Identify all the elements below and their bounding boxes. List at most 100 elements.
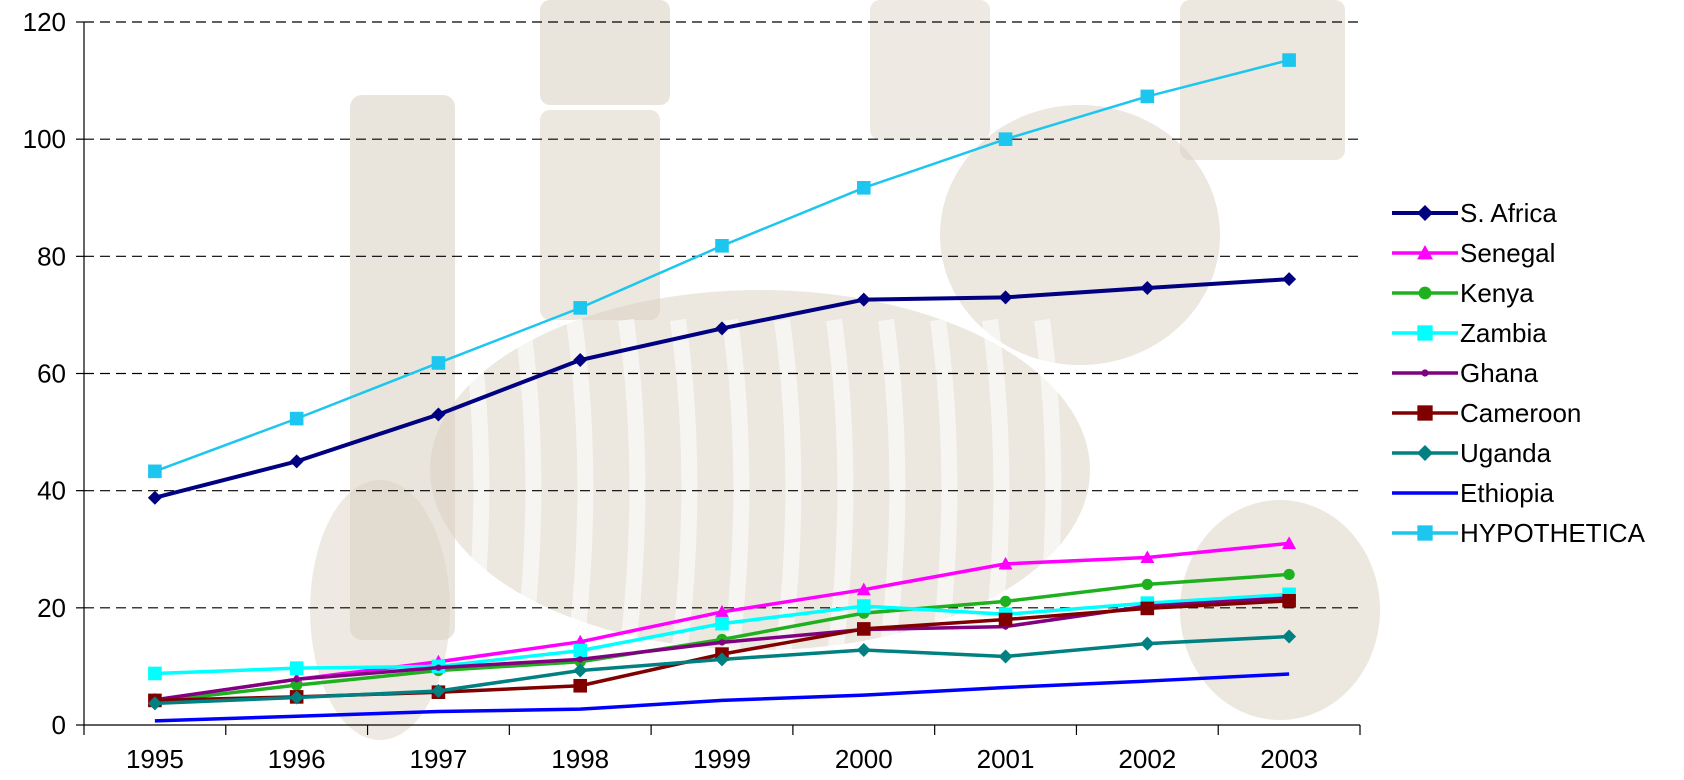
data-point-hypothetica	[289, 411, 304, 426]
data-point-uganda	[573, 663, 588, 678]
data-point-uganda	[715, 652, 729, 667]
bg-panel	[350, 95, 455, 640]
series-hypothetica	[148, 53, 1296, 479]
legend-item-uganda: Uganda	[1392, 438, 1552, 468]
legend-label: Ghana	[1460, 358, 1539, 388]
data-point-s-africa	[856, 292, 871, 307]
series-s-africa	[147, 272, 1297, 505]
data-point-ghana	[718, 639, 726, 646]
y-tick-label: 80	[37, 241, 66, 271]
data-point-senegal	[998, 556, 1013, 570]
bg-zebra-stripe	[977, 318, 1010, 702]
data-point-kenya	[1141, 578, 1153, 591]
series-ethiopia	[154, 672, 1290, 723]
data-point-s-africa	[573, 353, 588, 368]
x-tick-label: 1999	[693, 744, 751, 774]
data-point-zambia	[856, 599, 871, 613]
bg-zebra-stripe	[873, 318, 906, 702]
data-point-hypothetica	[573, 301, 588, 315]
data-point-uganda	[1140, 636, 1155, 651]
bg-shield	[940, 105, 1220, 365]
data-point-s-africa	[289, 454, 304, 469]
axes: 0 20 40 60 80 100 120 1995 1996 1997 1998 1999 2000 2…	[23, 7, 1361, 774]
data-point-ghana	[293, 676, 300, 683]
legend-item-hypothetica: HYPOTHETICA	[1392, 518, 1646, 548]
data-point-cameroon	[998, 612, 1013, 627]
legend-item-cameroon: Cameroon	[1392, 398, 1581, 428]
x-tick-label: 1998	[551, 744, 609, 774]
data-point-hypothetica	[148, 464, 162, 479]
data-point-senegal	[856, 582, 871, 596]
bg-zebra-stripe	[717, 318, 750, 702]
bg-panel	[1180, 0, 1345, 160]
series-uganda	[147, 629, 1297, 711]
x-tick-label: 2003	[1260, 744, 1318, 774]
y-tick-label: 20	[37, 593, 66, 623]
data-point-zambia	[715, 616, 729, 631]
data-point-cameroon	[1282, 594, 1296, 608]
legend-marker	[1417, 405, 1433, 421]
legend-item-senegal: Senegal	[1392, 238, 1555, 268]
legend-marker	[1417, 525, 1433, 541]
legend-label: Kenya	[1460, 278, 1534, 308]
data-point-s-africa	[1282, 272, 1297, 287]
y-tick-label: 120	[23, 7, 66, 37]
data-point-zambia	[148, 666, 162, 681]
x-tick-label: 1996	[268, 744, 326, 774]
legend-marker	[1417, 205, 1433, 221]
legend-marker	[1417, 445, 1433, 461]
legend-item-ghana: Ghana	[1392, 358, 1539, 388]
series-layer	[147, 53, 1297, 723]
data-point-cameroon	[573, 678, 588, 693]
data-point-s-africa	[1140, 280, 1155, 295]
legend-item-s-africa: S. Africa	[1392, 198, 1557, 228]
data-point-kenya	[291, 679, 303, 691]
legend-label: S. Africa	[1460, 198, 1557, 228]
legend-label: Cameroon	[1460, 398, 1581, 428]
background-illustration	[310, 0, 1380, 740]
bg-zebra-body	[430, 290, 1090, 650]
data-point-uganda	[289, 690, 304, 705]
x-tick-label: 1997	[410, 744, 468, 774]
legend-marker	[1421, 369, 1429, 377]
bg-vessel	[1180, 500, 1380, 720]
data-point-uganda	[1282, 629, 1297, 644]
legend-label: Ethiopia	[1460, 478, 1554, 508]
y-tick-label: 100	[23, 124, 66, 154]
bg-zebra-stripe	[613, 318, 646, 702]
data-point-hypothetica	[715, 238, 729, 253]
data-point-zambia	[289, 661, 304, 675]
bg-panel	[540, 0, 670, 105]
data-point-ghana	[435, 664, 442, 671]
data-point-hypothetica	[856, 180, 871, 195]
legend-label: Senegal	[1460, 238, 1555, 268]
data-point-uganda	[856, 643, 871, 658]
data-point-hypothetica	[1282, 53, 1296, 67]
bg-zebra-stripe	[925, 318, 958, 702]
data-point-senegal	[1282, 536, 1297, 549]
legend: S. Africa Senegal Kenya Zambia Ghana Cameroon…	[1392, 198, 1646, 548]
bg-zebra-stripe	[1029, 318, 1062, 702]
data-point-hypothetica	[431, 356, 446, 370]
data-point-uganda	[998, 649, 1013, 664]
bg-zebra-stripe	[821, 318, 854, 702]
x-tick-label: 2002	[1118, 744, 1176, 774]
data-point-kenya	[999, 595, 1012, 607]
legend-item-ethiopia: Ethiopia	[1392, 478, 1554, 508]
legend-label: Zambia	[1460, 318, 1547, 348]
legend-item-kenya: Kenya	[1392, 278, 1534, 308]
data-point-hypothetica	[1140, 89, 1155, 104]
data-point-kenya	[1283, 568, 1295, 581]
data-point-senegal	[1140, 550, 1155, 564]
legend-label: HYPOTHETICA	[1460, 518, 1646, 548]
data-point-cameroon	[856, 622, 871, 636]
legend-label: Uganda	[1460, 438, 1552, 468]
data-point-uganda	[431, 684, 446, 699]
data-point-uganda	[147, 696, 162, 711]
x-tick-label: 2001	[977, 744, 1035, 774]
data-point-senegal	[715, 604, 729, 618]
bg-zebra-stripe	[509, 318, 542, 702]
data-point-s-africa	[147, 490, 162, 505]
y-tick-label: 40	[37, 476, 66, 506]
